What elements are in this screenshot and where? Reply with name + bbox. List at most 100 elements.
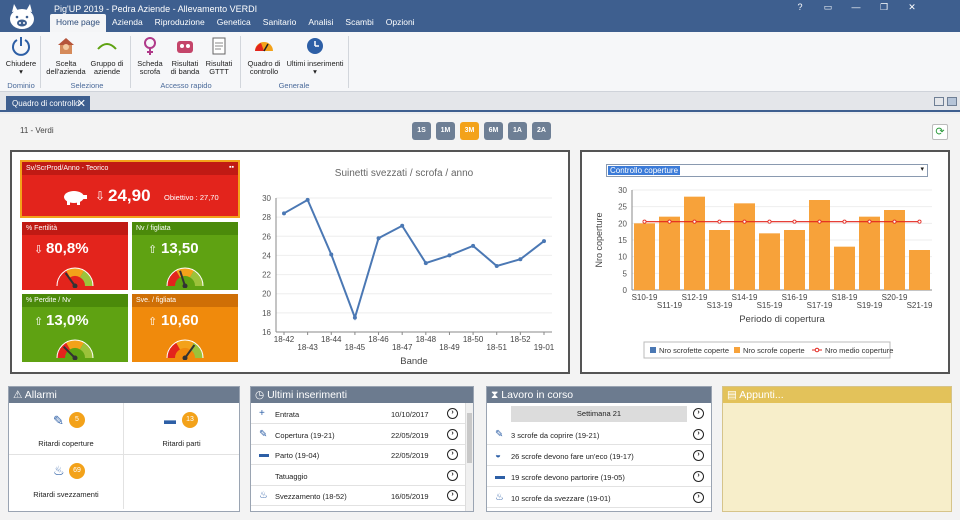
scrollbar-thumb[interactable]: [467, 413, 472, 463]
week-next-icon[interactable]: ›: [693, 408, 704, 419]
group-icon: [97, 43, 117, 50]
gruppo-aziende-button[interactable]: Gruppo di aziende: [88, 35, 126, 76]
x-tick-label: 18-43: [297, 343, 318, 352]
recent-row[interactable]: + Entrata 10/10/2017 ›: [251, 404, 465, 424]
layout-icon[interactable]: [934, 97, 944, 106]
gauge-segment: [167, 270, 180, 286]
work-label: 3 scrofe da coprire (19-21): [511, 431, 600, 440]
recent-row[interactable]: ♨ Svezzamento (18-52) 16/05/2019 ›: [251, 486, 465, 506]
scheda-scrofa-button[interactable]: Scheda scrofa: [134, 35, 166, 76]
open-arrow-icon[interactable]: ›: [447, 469, 458, 481]
minimize-icon[interactable]: —: [851, 2, 861, 12]
recent-row[interactable]: ▬ Parto (19-04) 22/05/2019 ›: [251, 445, 465, 465]
gauge-rim: [56, 267, 94, 287]
y-tick-label: 10: [618, 253, 627, 262]
menu-home[interactable]: Home page: [50, 14, 106, 32]
alarm-svezzamenti[interactable]: ♨ 69 Ritardi svezzamenti: [9, 455, 124, 509]
kpi-sve-gauge: [166, 339, 204, 360]
recent-row[interactable]: ✎ Copertura (19-21) 22/05/2019 ›: [251, 425, 465, 445]
kpi-perdite-tile[interactable]: % Perdite / Nv ⇧ 13,0%: [22, 294, 128, 362]
open-arrow-icon[interactable]: ›: [693, 471, 704, 482]
close-button[interactable]: Chiudere ▾: [4, 35, 38, 76]
hourglass-icon: ⧗: [491, 389, 502, 401]
range-3m-button[interactable]: 3M: [460, 122, 479, 140]
y-tick-label: 30: [618, 186, 627, 195]
risultati-gttt-button[interactable]: Risultati GTTT: [202, 35, 236, 76]
quadro-controllo-button[interactable]: Quadro di controllo: [244, 35, 284, 76]
trend-down-icon: ⇩: [34, 244, 44, 256]
chart-icon: ▪▪: [229, 164, 234, 171]
work-row[interactable]: ◒ 26 scrofe devono fare un'eco (19-17) ›: [487, 446, 711, 466]
maximize-icon[interactable]: ❐: [879, 2, 889, 12]
kpi-nv-title: Nv / figliata: [132, 222, 238, 235]
range-1m-button[interactable]: 1M: [436, 122, 455, 140]
dropdown-arrow-icon[interactable]: ▾: [920, 166, 924, 173]
menu-sanitario[interactable]: Sanitario: [262, 17, 297, 27]
menu-analisi[interactable]: Analisi: [308, 17, 334, 27]
risultati-banda-button[interactable]: Risultati di banda: [168, 35, 202, 76]
pig-icon: ▬: [495, 471, 505, 482]
open-arrow-icon[interactable]: ›: [693, 450, 704, 461]
work-row[interactable]: ✎ 3 scrofe da coprire (19-21) ›: [487, 425, 711, 445]
work-row[interactable]: ♨ 10 scrofe da svezzare (19-01) ›: [487, 488, 711, 508]
recent-row[interactable]: Tatuaggio ›: [251, 466, 465, 486]
range-1a-button[interactable]: 1A: [508, 122, 527, 140]
gauge-segment: [190, 270, 203, 286]
work-row[interactable]: ▬ 19 scrofe devono partorire (19-05) ›: [487, 467, 711, 487]
kpi-main-tile[interactable]: Sv/ScrProd/Anno - Teorico ▪▪ ⇩ 24,90 Obi…: [20, 160, 240, 218]
data-point: [305, 197, 310, 202]
range-2a-button[interactable]: 2A: [532, 122, 551, 140]
alarm-parti[interactable]: ▬ 13 Ritardi parti: [124, 403, 239, 455]
menu-riproduzione[interactable]: Riproduzione: [154, 17, 205, 27]
open-arrow-icon[interactable]: ›: [693, 492, 704, 503]
farm-label: 11 - Verdi: [20, 126, 54, 135]
recent-date: 10/10/2017: [391, 410, 429, 419]
notes-area[interactable]: [723, 403, 951, 511]
gauge-segment: [66, 268, 84, 278]
recent-label: Entrata: [275, 410, 300, 419]
open-arrow-icon[interactable]: ›: [447, 408, 458, 419]
close-window-icon[interactable]: ✕: [908, 2, 916, 12]
chart-select[interactable]: Controllo coperture ▾: [606, 164, 928, 177]
kpi-nv-tile[interactable]: Nv / figliata ⇧ 13,50: [132, 222, 238, 290]
app-title: Pig'UP 2019 - Pedra Aziende - Allevament…: [54, 4, 258, 14]
menu-azienda[interactable]: Azienda: [111, 17, 143, 27]
kpi-fertilita-tile[interactable]: % Fertilità ⇩ 80,8%: [22, 222, 128, 290]
close-tab-icon[interactable]: ✕: [76, 98, 86, 110]
risb-label-2: di banda: [170, 67, 200, 76]
ultimi-inserimenti-button[interactable]: Ultimi inserimenti ▾: [286, 35, 344, 76]
open-arrow-icon[interactable]: ›: [447, 449, 458, 460]
range-1s-button[interactable]: 1S: [412, 122, 431, 140]
average-point: [717, 219, 722, 224]
open-arrow-icon[interactable]: ›: [693, 429, 704, 440]
data-point: [447, 253, 452, 258]
scelta-azienda-button[interactable]: Scelta dell'azienda: [44, 35, 88, 76]
window-icon[interactable]: [947, 97, 957, 106]
menu-genetica[interactable]: Genetica: [216, 17, 251, 27]
open-arrow-icon[interactable]: ›: [447, 490, 458, 501]
clock-icon: [307, 38, 323, 54]
allarmi-panel: ⚠ Allarmi ✎ 5 Ritardi coperture ▬ 13 Rit…: [8, 386, 240, 512]
title-bar: Pig'UP 2019 - Pedra Aziende - Allevament…: [0, 0, 960, 32]
x-tick-label: S15-19: [757, 301, 783, 310]
recent-date: 22/05/2019: [391, 451, 429, 460]
ribbon-toggle-icon[interactable]: ▭: [823, 2, 833, 12]
alarm-coperture[interactable]: ✎ 5 Ritardi coperture: [9, 403, 124, 455]
trend-down-icon: ⇩: [95, 189, 106, 203]
scrollbar[interactable]: [465, 403, 473, 511]
x-tick-label: S17-19: [807, 301, 833, 310]
refresh-icon[interactable]: ⟳: [932, 124, 948, 140]
average-point: [692, 219, 697, 224]
open-arrow-icon[interactable]: ›: [447, 428, 458, 440]
range-6m-button[interactable]: 6M: [484, 122, 503, 140]
help-icon[interactable]: ?: [797, 2, 803, 12]
week-label: Settimana 21: [511, 406, 687, 422]
menu-scambi[interactable]: Scambi: [345, 17, 374, 27]
x-tick-label: 18-42: [274, 335, 295, 344]
syringe-icon: ✎: [495, 429, 504, 440]
menu-opzioni[interactable]: Opzioni: [385, 17, 415, 27]
alarm-count: 5: [69, 412, 85, 428]
ultimi-label: Ultimi inserimenti: [286, 59, 344, 68]
tab-quadro-controllo[interactable]: Quadro di controllo ✕: [6, 96, 90, 112]
kpi-sve-tile[interactable]: Sve. / figliata ⇧ 10,60: [132, 294, 238, 362]
